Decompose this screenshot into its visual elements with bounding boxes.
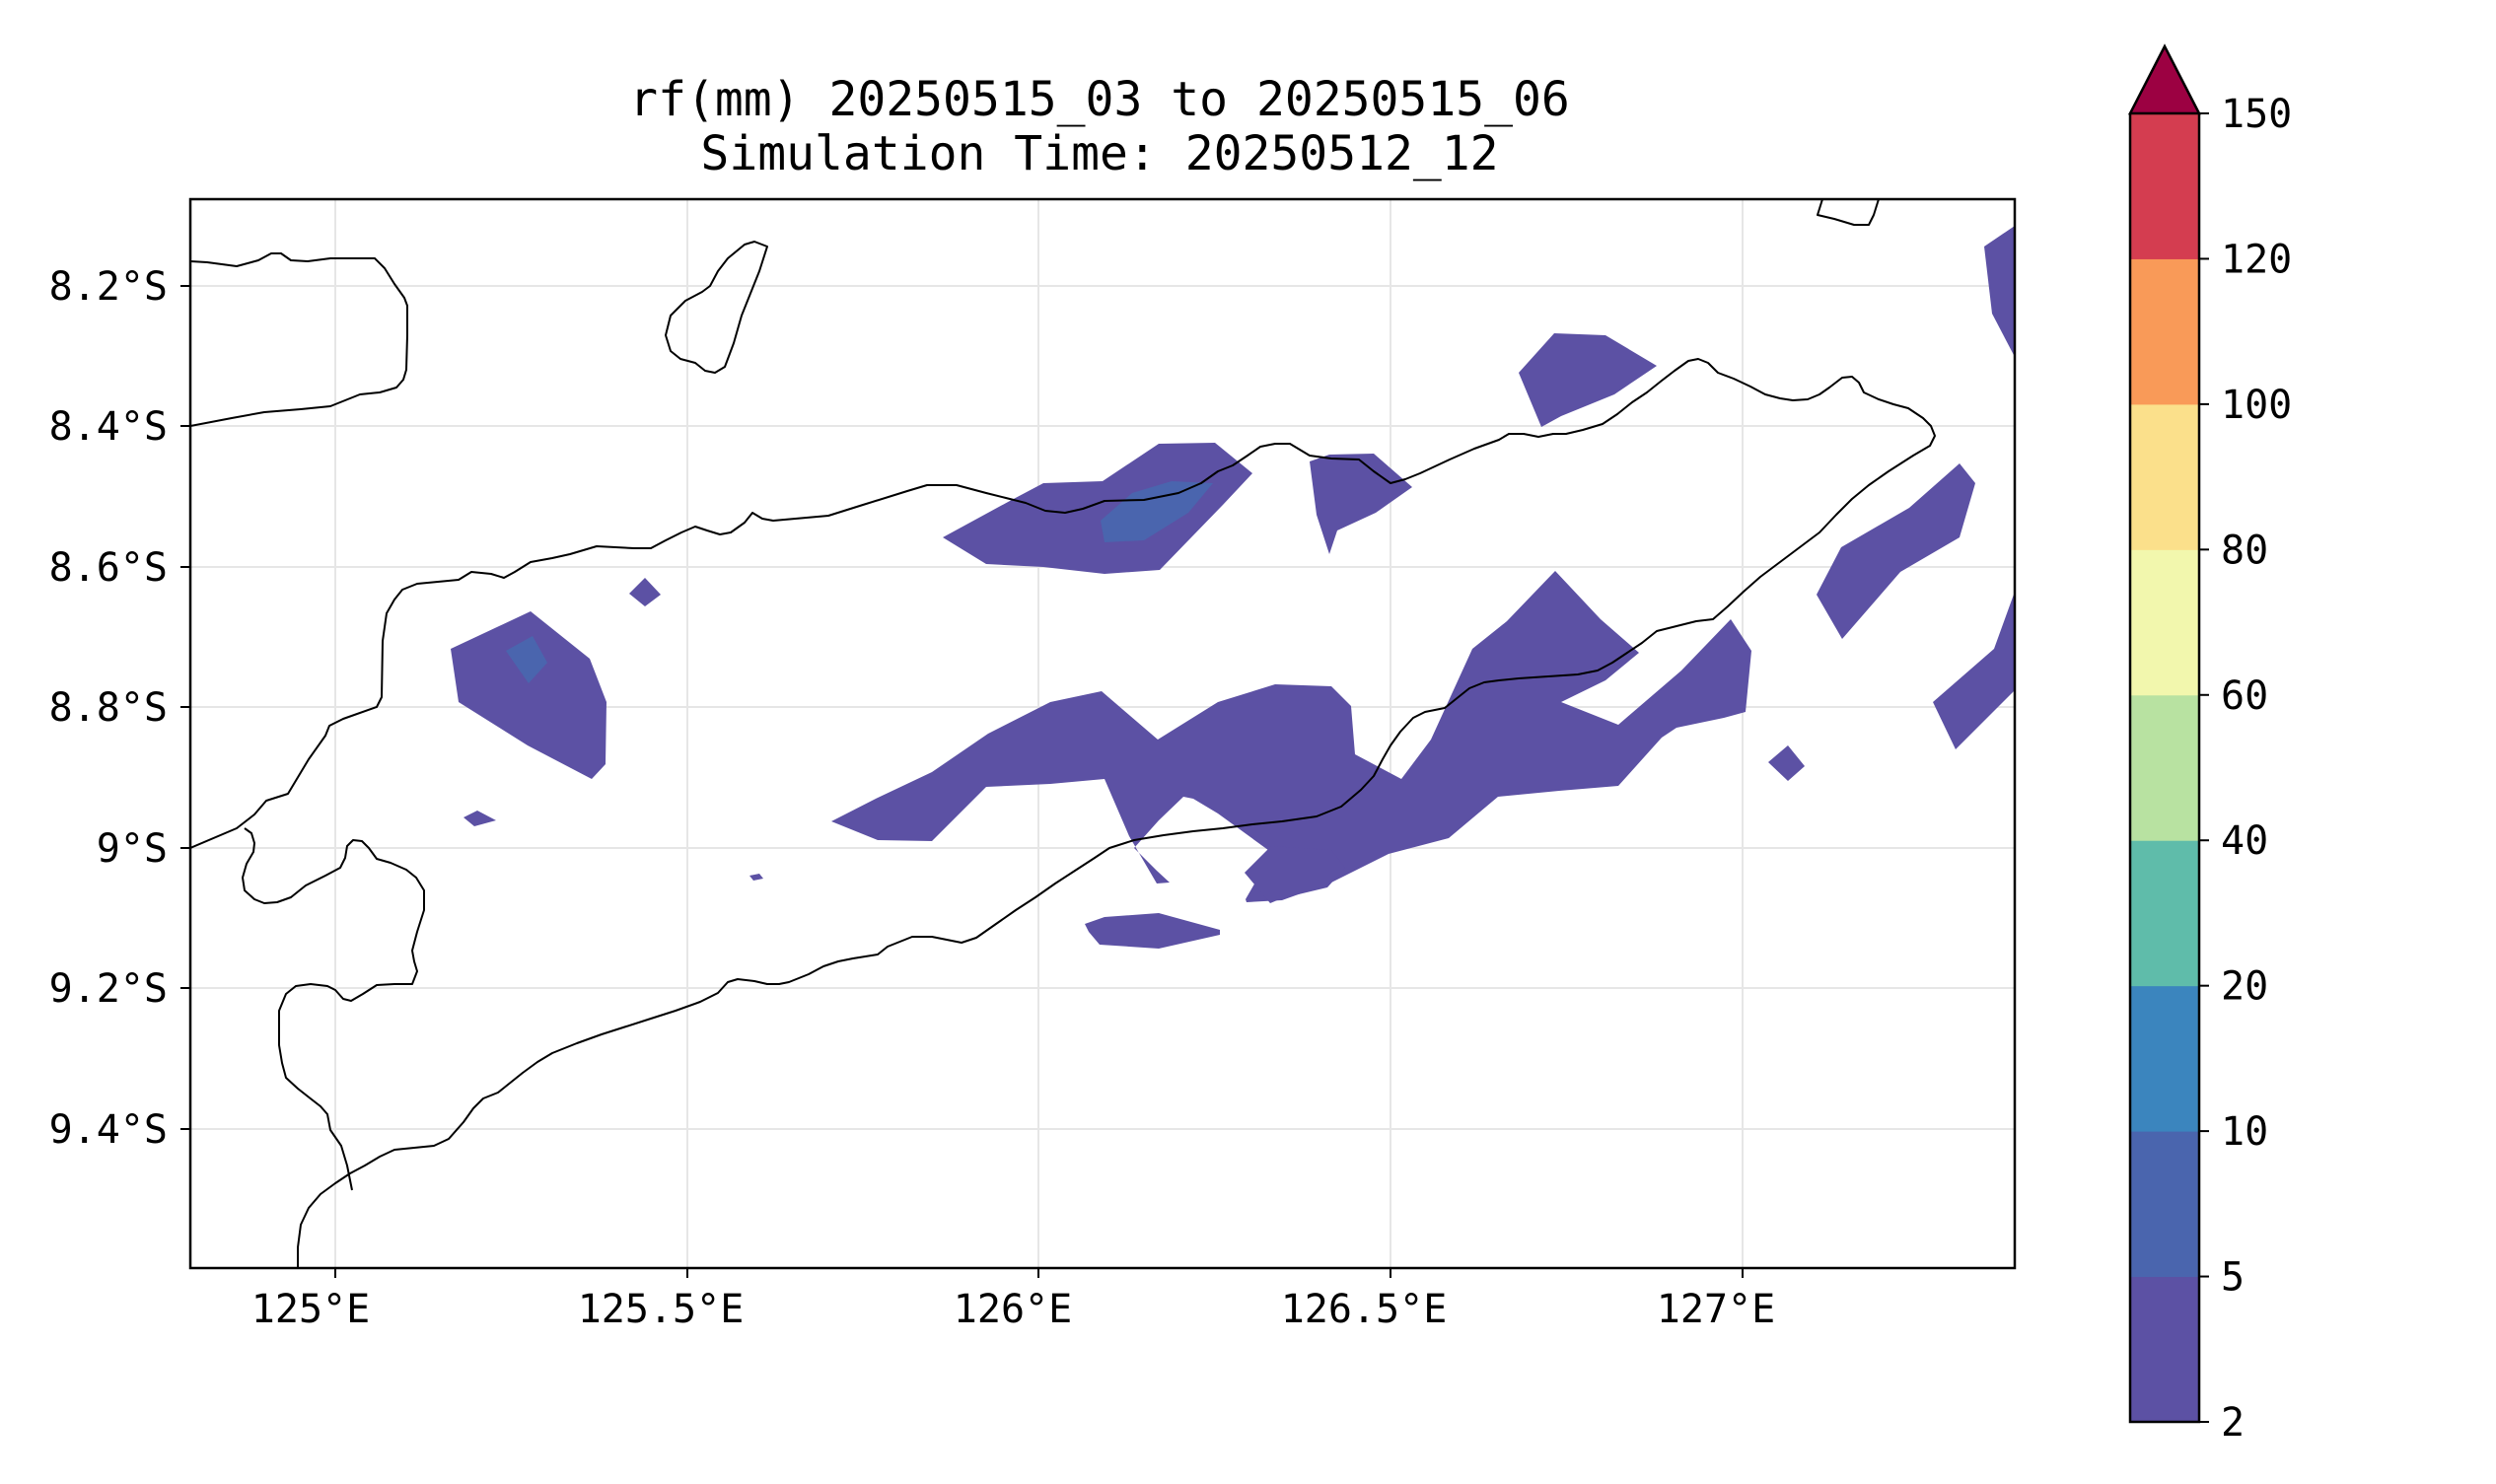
rain-region [1817, 463, 1975, 639]
x-tick-label: 125.5°E [578, 1287, 745, 1332]
rain-region [629, 578, 661, 606]
colorbar-tick-label: 40 [2221, 818, 2268, 864]
colorbar-tick-label: 10 [2221, 1109, 2268, 1155]
colorbar-extend-arrow [2127, 43, 2202, 115]
colorbar-segment [2130, 840, 2199, 987]
rain-region [464, 811, 496, 826]
coastline-island-north [665, 241, 768, 374]
x-tick-label: 126.5°E [1281, 1287, 1448, 1332]
rainfall-fills [451, 226, 2015, 949]
coastline-timor-north [190, 358, 1936, 1268]
colorbar-segment [2130, 985, 2199, 1132]
colorbar: 2 5 10 20 40 60 80 100 120 150 [2127, 43, 2292, 1446]
map-frame [188, 197, 2017, 1270]
y-tick-label: 9.2°S [49, 966, 168, 1012]
rain-region [943, 443, 1252, 574]
colorbar-tick-label: 20 [2221, 964, 2268, 1010]
colorbar-tick-label: 120 [2221, 237, 2292, 282]
title-line-1: rf(mm) 20250515_03 to 20250515_06 [629, 72, 1570, 127]
rain-region [749, 874, 763, 881]
colorbar-tick-label: 2 [2221, 1400, 2245, 1446]
rain-region-5-10 [1101, 481, 1213, 542]
map-panel[interactable] [188, 197, 2017, 1270]
x-tick-label: 125°E [251, 1287, 370, 1332]
x-tick-label: 126°E [954, 1287, 1072, 1332]
colorbar-segment [2130, 1131, 2199, 1278]
coastline-island-top [1817, 199, 1880, 226]
rain-region-5-10 [506, 636, 547, 683]
title-line-2: Simulation Time: 20250512_12 [700, 126, 1498, 181]
colorbar-tick-label: 5 [2221, 1255, 2245, 1301]
rain-region [831, 571, 1751, 902]
y-tick-label: 8.4°S [49, 404, 168, 450]
rain-region [451, 611, 606, 779]
coastline-alor [190, 252, 408, 427]
coastlines [190, 199, 1936, 1268]
y-tick-label: 8.8°S [49, 685, 168, 731]
x-tick-label: 127°E [1657, 1287, 1775, 1332]
x-axis: 125°E 125.5°E 126°E 126.5°E 127°E [251, 1268, 1775, 1332]
y-tick-label: 9.4°S [49, 1107, 168, 1153]
rain-region [1245, 846, 1345, 903]
colorbar-tick-label: 100 [2221, 383, 2292, 428]
y-tick-label: 8.2°S [49, 264, 168, 310]
colorbar-tick-label: 150 [2221, 92, 2292, 137]
rain-region [1933, 592, 2015, 749]
rain-region [1310, 454, 1412, 554]
rain-region [1085, 913, 1220, 949]
colorbar-tick-label: 80 [2221, 528, 2268, 573]
colorbar-segment [2130, 549, 2199, 696]
colorbar-segment [2130, 403, 2199, 550]
y-tick-label: 9°S [97, 826, 168, 872]
colorbar-segment [2130, 694, 2199, 841]
colorbar-frame [2128, 113, 2201, 1424]
rain-region [1768, 745, 1805, 781]
colorbar-tick-label: 60 [2221, 673, 2268, 719]
colorbar-segment [2130, 258, 2199, 405]
colorbar-segment [2130, 113, 2199, 259]
y-axis: 8.2°S 8.4°S 8.6°S 8.8°S 9°S 9.2°S 9.4°S [49, 264, 190, 1153]
rain-region [1519, 333, 1657, 427]
coastline-timor-south [242, 827, 425, 1191]
rain-region [1984, 226, 2015, 357]
colorbar-segment [2130, 1276, 2199, 1423]
y-tick-label: 8.6°S [49, 545, 168, 591]
